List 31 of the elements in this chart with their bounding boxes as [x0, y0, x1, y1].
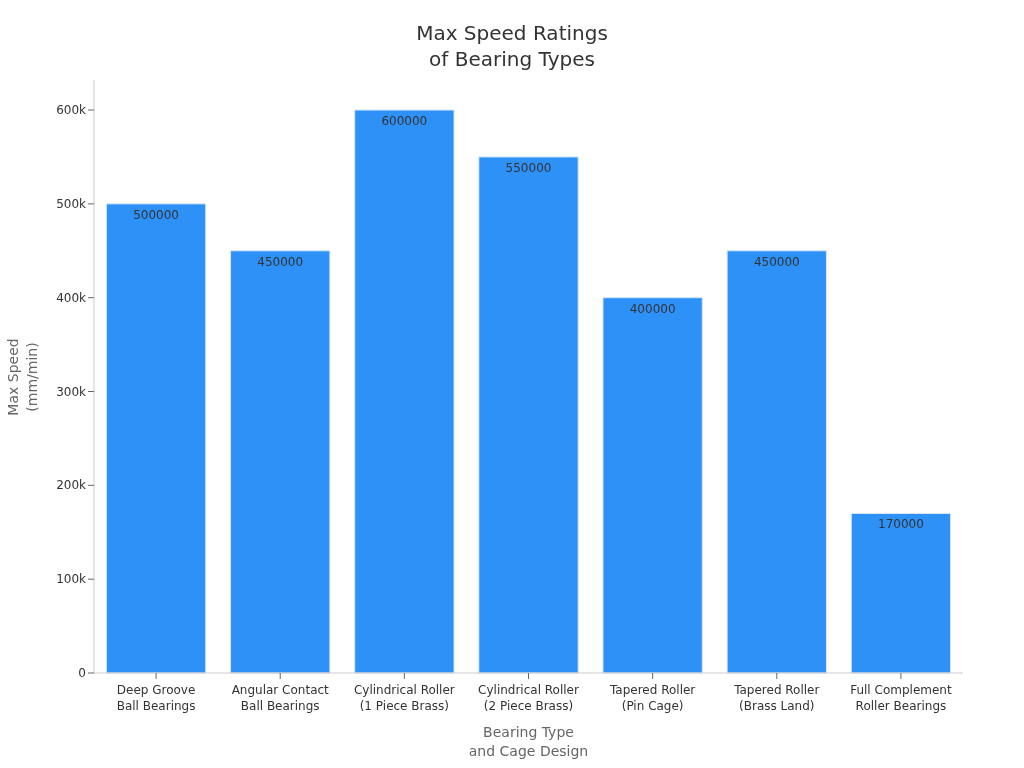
x-tick-label: Tapered Roller (Brass Land): [733, 683, 820, 713]
y-tick-label: 0: [78, 666, 86, 680]
y-tick-label: 600k: [56, 103, 87, 118]
x-tick-label: Angular Contact Ball Bearings: [231, 683, 330, 713]
x-tick-label: Deep Groove Ball Bearings: [116, 683, 196, 713]
x-tick-label: Cylindrical Roller (2 Piece Brass): [478, 683, 579, 713]
bar: [354, 109, 455, 674]
bar: [726, 250, 827, 674]
y-axis-title: Max Speed (mm/min): [5, 338, 40, 416]
data-label: 500000: [133, 207, 179, 222]
data-label: 170000: [878, 517, 924, 532]
y-tick-label: 300k: [56, 384, 87, 399]
bar: [850, 512, 952, 674]
bar: [230, 250, 331, 674]
x-tick-label: Cylindrical Roller (1 Piece Brass): [353, 683, 455, 713]
y-tick-label: 500k: [56, 196, 87, 211]
data-label: 550000: [505, 160, 552, 175]
bar: [478, 156, 579, 674]
data-label: 450000: [257, 254, 304, 269]
data-label: 450000: [753, 254, 800, 269]
y-tick-label: 100k: [56, 572, 87, 587]
data-label: 400000: [629, 301, 676, 316]
x-tick-label: Tapered Roller (Pin Cage): [608, 683, 696, 713]
chart-title: Max Speed Ratings of Bearing Types: [416, 21, 608, 71]
bar: [105, 203, 207, 674]
y-tick-label: 200k: [56, 478, 87, 493]
x-axis-title: Bearing Type and Cage Design: [468, 724, 589, 759]
data-label: 600000: [381, 114, 428, 129]
y-tick-label: 400k: [56, 290, 87, 305]
x-tick-label: Full Complement Roller Bearings: [850, 683, 952, 713]
bar: [602, 297, 703, 674]
